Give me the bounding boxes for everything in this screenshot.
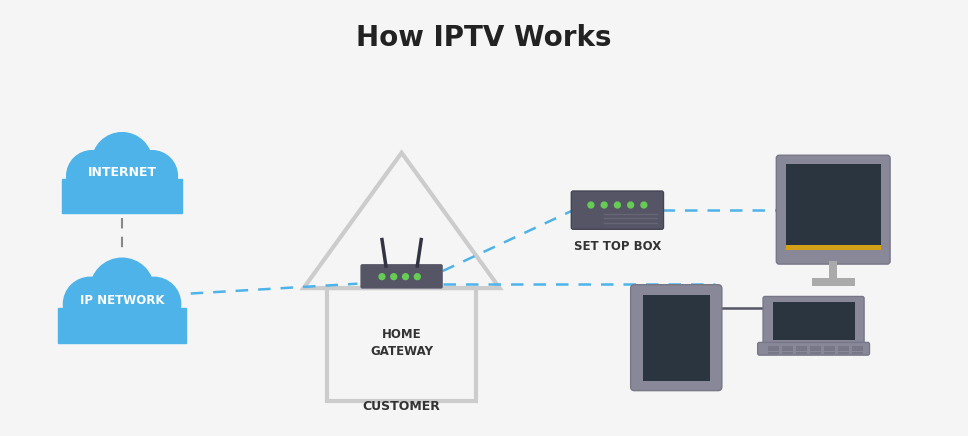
- Text: IP NETWORK: IP NETWORK: [79, 294, 165, 307]
- Bar: [853, 349, 863, 351]
- Text: SET TOP BOX: SET TOP BOX: [574, 239, 661, 252]
- Circle shape: [87, 170, 124, 208]
- Bar: [838, 352, 849, 354]
- Bar: [782, 352, 793, 354]
- Bar: [782, 349, 793, 351]
- Bar: [643, 294, 710, 381]
- Circle shape: [90, 258, 154, 322]
- Bar: [797, 352, 807, 354]
- Text: HOME
GATEWAY: HOME GATEWAY: [370, 328, 433, 358]
- Text: INTERNET: INTERNET: [87, 166, 157, 179]
- Text: How IPTV Works: How IPTV Works: [356, 24, 612, 52]
- Bar: [825, 349, 835, 351]
- Circle shape: [127, 151, 177, 201]
- Bar: [786, 245, 881, 249]
- Circle shape: [104, 175, 140, 213]
- FancyBboxPatch shape: [360, 264, 442, 289]
- Circle shape: [84, 299, 124, 338]
- Circle shape: [391, 274, 397, 279]
- Circle shape: [588, 202, 593, 208]
- Bar: [782, 346, 793, 348]
- FancyBboxPatch shape: [763, 296, 864, 346]
- Circle shape: [92, 133, 152, 193]
- Bar: [838, 349, 849, 351]
- Bar: [772, 302, 855, 340]
- FancyBboxPatch shape: [776, 155, 891, 264]
- Circle shape: [627, 202, 634, 208]
- Bar: [810, 346, 821, 348]
- Circle shape: [120, 170, 158, 208]
- Bar: [810, 349, 821, 351]
- Bar: [769, 349, 779, 351]
- Circle shape: [403, 274, 408, 279]
- Bar: [838, 346, 849, 348]
- Circle shape: [120, 299, 160, 338]
- Text: CUSTOMER: CUSTOMER: [363, 400, 440, 413]
- Circle shape: [64, 277, 117, 331]
- Bar: [853, 352, 863, 354]
- Circle shape: [615, 202, 620, 208]
- Bar: [797, 346, 807, 348]
- Bar: [58, 308, 186, 343]
- FancyBboxPatch shape: [630, 285, 722, 391]
- Bar: [769, 352, 779, 354]
- Bar: [62, 179, 182, 213]
- Bar: [786, 164, 881, 250]
- Bar: [769, 346, 779, 348]
- Bar: [327, 288, 476, 401]
- Bar: [853, 346, 863, 348]
- Bar: [810, 352, 821, 354]
- FancyBboxPatch shape: [758, 342, 869, 355]
- Bar: [811, 278, 855, 286]
- Bar: [825, 352, 835, 354]
- FancyBboxPatch shape: [571, 191, 663, 229]
- Circle shape: [127, 277, 181, 331]
- Circle shape: [601, 202, 607, 208]
- Circle shape: [641, 202, 647, 208]
- Circle shape: [103, 303, 142, 343]
- Bar: [825, 346, 835, 348]
- Circle shape: [414, 274, 420, 279]
- Bar: [830, 261, 837, 278]
- Circle shape: [379, 274, 385, 279]
- Bar: [797, 349, 807, 351]
- Circle shape: [67, 151, 117, 201]
